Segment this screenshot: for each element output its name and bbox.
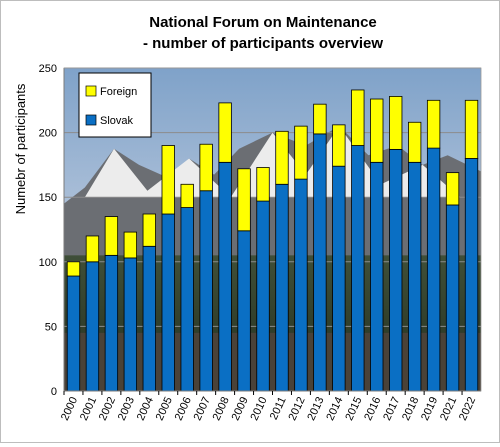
bar-foreign-2021 [445, 172, 460, 206]
bar-foreign-2000 [66, 261, 81, 277]
legend-label-slovak: Slovak [100, 115, 134, 127]
bar-slovak-2016 [370, 161, 384, 392]
bar-slovak-2006 [180, 207, 194, 392]
x-tick-label: 2017 [381, 395, 402, 422]
bar-foreign-2015 [351, 89, 365, 146]
x-tick-label: 2009 [230, 395, 251, 422]
bar-foreign-2009 [237, 168, 251, 232]
bar-slovak-2010 [256, 200, 270, 392]
bar-slovak-2012 [294, 178, 308, 392]
x-tick-label: 2008 [211, 395, 232, 422]
y-tick-label: 50 [45, 321, 57, 333]
bar-foreign-2013 [313, 103, 327, 135]
bar-slovak-2007 [199, 190, 213, 392]
x-tick-label: 2005 [154, 395, 175, 422]
bar-slovak-2001 [85, 261, 100, 392]
y-axis-ticks: 0 50 100 150 200 250 [39, 63, 482, 398]
bars-group [66, 89, 479, 392]
x-tick-label: 2002 [97, 395, 118, 422]
x-tick-label: 2000 [59, 395, 80, 422]
bar-foreign-2004 [142, 213, 156, 247]
bar-slovak-2003 [123, 257, 137, 392]
x-tick-label: 2015 [343, 395, 364, 422]
bar-foreign-2018 [408, 121, 422, 163]
x-tick-label: 2021 [438, 395, 459, 422]
bar-slovak-2018 [408, 161, 422, 392]
x-tick-label: 2019 [419, 395, 440, 422]
x-tick-label: 2018 [400, 395, 421, 422]
bar-foreign-2002 [104, 216, 119, 256]
x-tick-label: 2022 [457, 395, 478, 422]
bar-slovak-2019 [426, 147, 441, 392]
legend-swatch-slovak [85, 114, 97, 126]
bar-slovak-2013 [313, 133, 327, 392]
legend: Foreign Slovak [78, 72, 152, 138]
y-axis-label: Numebr of participants [13, 83, 28, 214]
bar-foreign-2007 [199, 143, 213, 192]
bar-slovak-2000 [66, 275, 81, 392]
bar-slovak-2015 [351, 145, 365, 392]
bar-foreign-2016 [370, 98, 384, 163]
bar-foreign-2011 [275, 130, 289, 185]
bar-slovak-2005 [161, 213, 175, 392]
bar-slovak-2017 [389, 148, 403, 392]
bar-foreign-2014 [332, 124, 346, 167]
bar-slovak-2022 [464, 158, 479, 392]
x-tick-label: 2003 [116, 395, 137, 422]
bar-foreign-2008 [218, 102, 232, 163]
legend-label-foreign: Foreign [100, 86, 137, 98]
x-tick-label: 2007 [192, 395, 213, 422]
x-tick-label: 2016 [362, 395, 383, 422]
bar-slovak-2021 [445, 204, 460, 392]
chart-title-line-1: National Forum on Maintenance [149, 14, 377, 31]
x-tick-label: 2013 [305, 395, 326, 422]
bar-slovak-2011 [275, 183, 289, 392]
bar-slovak-2004 [142, 245, 156, 392]
bar-foreign-2005 [161, 145, 175, 215]
bar-foreign-2001 [85, 235, 100, 263]
y-tick-label: 150 [39, 192, 57, 204]
bar-slovak-2014 [332, 165, 346, 392]
bar-foreign-2003 [123, 231, 137, 259]
x-tick-label: 2014 [324, 395, 345, 422]
bar-foreign-2012 [294, 125, 308, 180]
x-axis-ticks: 2000200120022003200420052006200720082009… [59, 391, 478, 422]
x-tick-label: 2012 [286, 395, 307, 422]
bar-slovak-2008 [218, 161, 232, 392]
chart-title-line-2: - number of participants overview [143, 35, 383, 52]
y-tick-label: 200 [39, 128, 57, 140]
bar-slovak-2009 [237, 230, 251, 392]
bar-foreign-2006 [180, 183, 194, 208]
x-tick-label: 2004 [135, 395, 156, 422]
bar-slovak-2002 [104, 254, 119, 392]
x-tick-label: 2010 [249, 395, 270, 422]
y-tick-label: 250 [39, 63, 57, 75]
bar-foreign-2017 [389, 96, 403, 150]
legend-swatch-foreign [85, 85, 97, 97]
y-tick-label: 100 [39, 257, 57, 269]
y-tick-label: 0 [51, 386, 57, 398]
bar-foreign-2022 [464, 99, 479, 159]
bar-foreign-2019 [426, 99, 441, 149]
x-tick-label: 2001 [78, 395, 99, 422]
x-tick-label: 2006 [173, 395, 194, 422]
bar-foreign-2010 [256, 167, 270, 202]
